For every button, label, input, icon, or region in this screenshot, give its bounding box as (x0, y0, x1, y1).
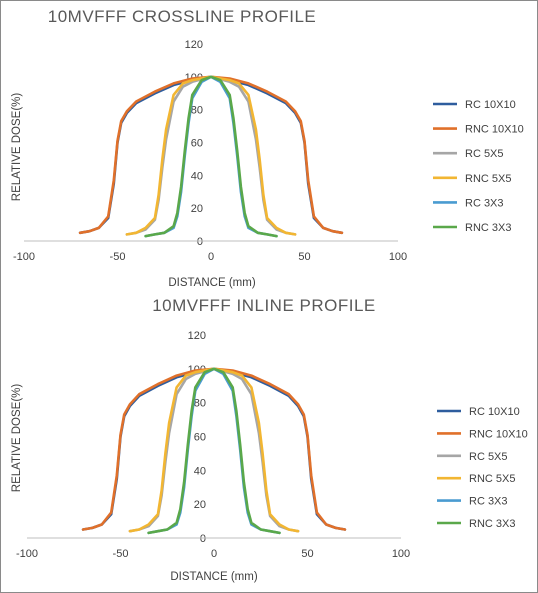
legend-item: RC 3X3 (433, 197, 504, 209)
legend-label: RNC 5X5 (469, 473, 515, 485)
y-tick-label: 80 (191, 105, 203, 117)
legend-item: RNC 10X10 (433, 124, 524, 136)
y-tick-label: 0 (200, 533, 206, 545)
x-tick-label: 0 (211, 548, 217, 560)
legend-label: RNC 10X10 (465, 124, 524, 136)
crossline-chart: 10MVFFF CROSSLINE PROFILE RELATIVE DOSE(… (11, 7, 524, 289)
y-axis-label: RELATIVE DOSE(%) (11, 384, 23, 493)
y-axis-label: RELATIVE DOSE(%) (11, 93, 23, 202)
legend-label: RC 3X3 (469, 496, 508, 508)
chart-title: 10MVFFF CROSSLINE PROFILE (48, 7, 317, 26)
y-tick-label: 60 (191, 138, 203, 150)
series-lines (78, 75, 344, 238)
series-line-rnc-3x3 (144, 75, 278, 238)
x-tick-label: 0 (208, 251, 214, 263)
x-tick-label: 100 (389, 251, 407, 263)
legend: RC 10X10 RNC 10X10 RC 5X5 RNC 5X5 RC 3X3 RNC … (433, 99, 524, 234)
x-axis-label: DISTANCE (mm) (170, 571, 257, 583)
legend-item: RC 3X3 (437, 496, 508, 508)
series-lines (81, 367, 347, 535)
legend-item: RNC 3X3 (433, 222, 511, 234)
series-line-rnc-5x5 (128, 367, 300, 533)
legend-label: RC 5X5 (469, 451, 508, 463)
y-tick-label: 40 (194, 465, 206, 477)
legend-item: RC 10X10 (437, 406, 520, 418)
series-line-rnc-3x3 (147, 367, 281, 535)
y-tick-label: 20 (194, 499, 206, 511)
x-ticks: -100 -50 0 50 100 (16, 548, 410, 560)
series-line-rc-10x10 (78, 75, 344, 235)
y-tick-label: 120 (188, 330, 206, 342)
x-tick-label: -50 (110, 251, 126, 263)
legend-label: RC 5X5 (465, 148, 504, 160)
x-tick-label: 50 (301, 548, 313, 560)
legend-label: RNC 10X10 (469, 428, 528, 440)
y-tick-label: 0 (197, 236, 203, 248)
y-tick-label: 40 (191, 170, 203, 182)
series-line-rc-5x5 (125, 75, 297, 236)
legend-label: RNC 3X3 (469, 518, 515, 530)
legend-item: RNC 5X5 (437, 473, 515, 485)
legend-label: RC 3X3 (465, 197, 504, 209)
legend-item: RNC 3X3 (437, 518, 515, 530)
legend-item: RC 5X5 (433, 148, 504, 160)
x-tick-label: 100 (392, 548, 410, 560)
series-line-rnc-10x10 (78, 75, 344, 235)
x-tick-label: -50 (113, 548, 129, 560)
series-line-rc-3x3 (144, 75, 278, 238)
x-ticks: -100 -50 0 50 100 (13, 251, 407, 263)
series-line-rc-3x3 (147, 367, 281, 535)
legend-item: RC 10X10 (433, 99, 516, 111)
legend-label: RNC 5X5 (465, 173, 511, 185)
series-line-rc-10x10 (81, 367, 347, 531)
legend-label: RC 10X10 (465, 99, 516, 111)
legend: RC 10X10 RNC 10X10 RC 5X5 RNC 5X5 RC 3X3 RNC … (437, 406, 528, 530)
inline-chart: 10MVFFF INLINE PROFILE RELATIVE DOSE(%) … (11, 296, 528, 583)
series-line-rnc-10x10 (81, 367, 347, 531)
legend-item: RNC 10X10 (437, 428, 528, 440)
series-line-rc-5x5 (128, 367, 300, 533)
legend-item: RNC 5X5 (433, 173, 511, 185)
x-tick-label: 50 (298, 251, 310, 263)
legend-item: RC 5X5 (437, 451, 508, 463)
y-tick-label: 60 (194, 432, 206, 444)
y-tick-label: 120 (185, 39, 203, 51)
x-axis-label: DISTANCE (mm) (168, 277, 255, 289)
legend-label: RC 10X10 (469, 406, 520, 418)
x-tick-label: -100 (16, 548, 38, 560)
chart-title: 10MVFFF INLINE PROFILE (152, 296, 376, 315)
series-line-rnc-5x5 (125, 75, 297, 236)
y-tick-label: 80 (194, 398, 206, 410)
legend-label: RNC 3X3 (465, 222, 511, 234)
x-tick-label: -100 (13, 251, 35, 263)
y-tick-label: 20 (191, 203, 203, 215)
